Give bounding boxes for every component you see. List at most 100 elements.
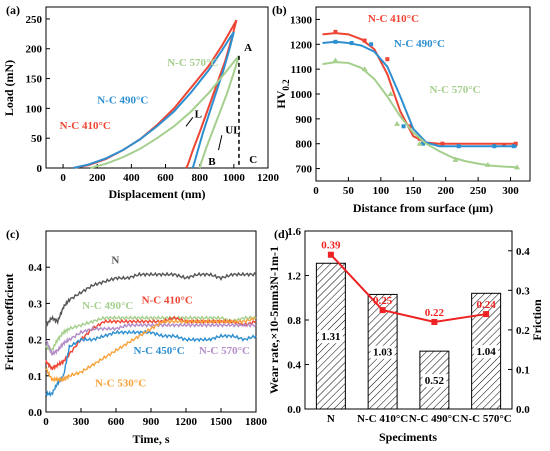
hardness-point-red [408, 124, 413, 129]
hardness-point-green [484, 161, 491, 167]
bar-label-bg [474, 345, 499, 359]
x-tick-label-b: 200 [437, 185, 454, 197]
panel-label-a: (a) [6, 3, 20, 17]
y-tick-label-b: 900 [296, 114, 313, 126]
x-tick-label-b: 100 [373, 185, 390, 197]
x-tick-label-a: 400 [123, 172, 140, 184]
hardness-point-blue [511, 144, 516, 149]
y2-tick-label-d: 0.1 [516, 364, 530, 376]
panel-a: (a) 0 200 400 600 800 1000 1200 0 50 100 150 200 25… [2, 3, 280, 201]
friction-value-label: 0.25 [373, 295, 393, 307]
hardness-point-green [452, 156, 459, 162]
y2-tick-label-d: 0.2 [516, 325, 530, 337]
hardness-point-red [333, 29, 338, 34]
series-c [45, 271, 257, 398]
y-tick-label-c: 0.0 [28, 407, 42, 419]
annotation-c: N [111, 255, 119, 267]
friction-value-label: 0.39 [321, 240, 341, 252]
y-tick-label-d: 1.2 [287, 271, 301, 283]
x-axis-label-a: Displacement (nm) [109, 187, 206, 201]
load-curve-green [90, 55, 240, 169]
y-tick-label-a: 250 [26, 14, 43, 26]
y-tick-label-c: 0.2 [28, 335, 42, 347]
panel-b: (b) 0 50 100 150 200 250 300 700 800 900 1000 1100… [272, 3, 531, 215]
category-label-d: N [327, 413, 335, 425]
plot-frame-a [45, 6, 269, 169]
y-tick-label-b: 1000 [290, 89, 313, 101]
x-tick-label-b: 300 [502, 185, 519, 197]
annotation-b: N-C 410°C [368, 13, 419, 25]
hardness-point-green [332, 57, 339, 63]
bar-label-bg [422, 374, 447, 388]
x-tick-label-b: 250 [470, 185, 487, 197]
y-tick-label-d: 1.6 [287, 226, 301, 238]
x-tick-label-a: 1200 [257, 172, 280, 184]
annotation-a: UL [225, 124, 240, 136]
annotations-a: N-C 570°C N-C 490°C N-C 410°C L UL A B C [60, 42, 258, 168]
y-axis-label-a: Load (mN) [2, 60, 16, 116]
bar-label-bg [318, 330, 343, 344]
hardness-point-blue [492, 144, 497, 149]
y-tick-label-a: 150 [26, 74, 43, 86]
y-ticks-b: 700 800 900 1000 1100 1200 1300 [290, 14, 320, 176]
friction-curve-blue [45, 329, 257, 398]
panel-label-d: (d) [274, 227, 289, 241]
x-axis-label-b: Distance from surface (μm) [353, 201, 493, 215]
friction-curve-purple [45, 322, 257, 357]
x-axis-label-c: Time, s [132, 432, 169, 446]
y-axis-label-b-sub: 0.2 [281, 79, 291, 91]
panel-c: (c) 0 300 600 900 1200 1500 1800 0.00.10.20.30… [2, 227, 268, 446]
annotation-c: N-C 490°C [82, 300, 133, 312]
y-tick-label-a: 200 [26, 44, 43, 56]
y-axis-label-b: HV0.2 [274, 79, 291, 109]
y-ticks-d: 0.0 0.4 0.8 1.2 1.6 [287, 226, 309, 416]
friction-point [327, 251, 334, 258]
hardness-curve-green [322, 61, 518, 169]
x-tick-label-b: 0 [313, 185, 319, 197]
annotation-c: N-C 410°C [142, 294, 193, 306]
annotation-a: N-C 410°C [60, 120, 111, 132]
hardness-point-green [514, 164, 521, 170]
hardness-point-green [394, 120, 401, 126]
series-b [322, 29, 521, 170]
y-tick-label-d: 0.0 [287, 404, 301, 416]
y2-tick-label-d: 0.4 [516, 246, 530, 258]
annotation-c: N-C 570°C [199, 345, 250, 357]
hardness-point-blue [456, 144, 461, 149]
bar-value-label: 1.03 [373, 347, 393, 359]
hardness-point-blue [333, 39, 338, 44]
x-tick-label-c: 1200 [175, 416, 198, 428]
friction-point [379, 307, 386, 314]
annotation-c: N-C 450°C [134, 345, 185, 357]
hardness-point-red [440, 141, 445, 146]
hardness-curve-blue [322, 40, 518, 148]
indent-markers-a [185, 55, 240, 168]
x-tick-label-c: 0 [43, 416, 49, 428]
hardness-point-red [502, 142, 507, 147]
hardness-point-green [361, 66, 368, 72]
annotation-a: A [244, 42, 252, 54]
y-ticks-c: 0.0 0.1 0.2 0.3 0.4 [28, 262, 50, 419]
x-tick-label-c: 600 [108, 416, 125, 428]
friction-curve-orange [45, 316, 257, 384]
y2-ticks-d: 0.0 0.1 0.2 0.3 0.4 [508, 246, 530, 416]
y-tick-label-a: 50 [31, 133, 43, 145]
annotation-b: N-C 490°C [394, 38, 445, 50]
friction-value-label: 0.24 [477, 299, 497, 311]
bar-value-label: 1.04 [477, 346, 497, 358]
y-tick-label-a: 0 [37, 163, 43, 175]
x-tick-label-c: 300 [73, 416, 90, 428]
annotation-a: C [249, 154, 257, 166]
x-tick-label-c: 1800 [245, 416, 268, 428]
y-tick-label-b: 700 [296, 164, 313, 176]
hardness-point-green [387, 91, 394, 96]
load-curve-blue [73, 31, 235, 169]
unload-curve-red [185, 19, 238, 169]
category-label-d: N-C 570°C [461, 413, 512, 425]
hardness-point-blue [349, 41, 354, 46]
x-tick-label-a: 1000 [223, 172, 246, 184]
hardness-point-blue [401, 124, 406, 129]
friction-curve-green [45, 315, 257, 354]
annotation-a: L [195, 108, 202, 120]
